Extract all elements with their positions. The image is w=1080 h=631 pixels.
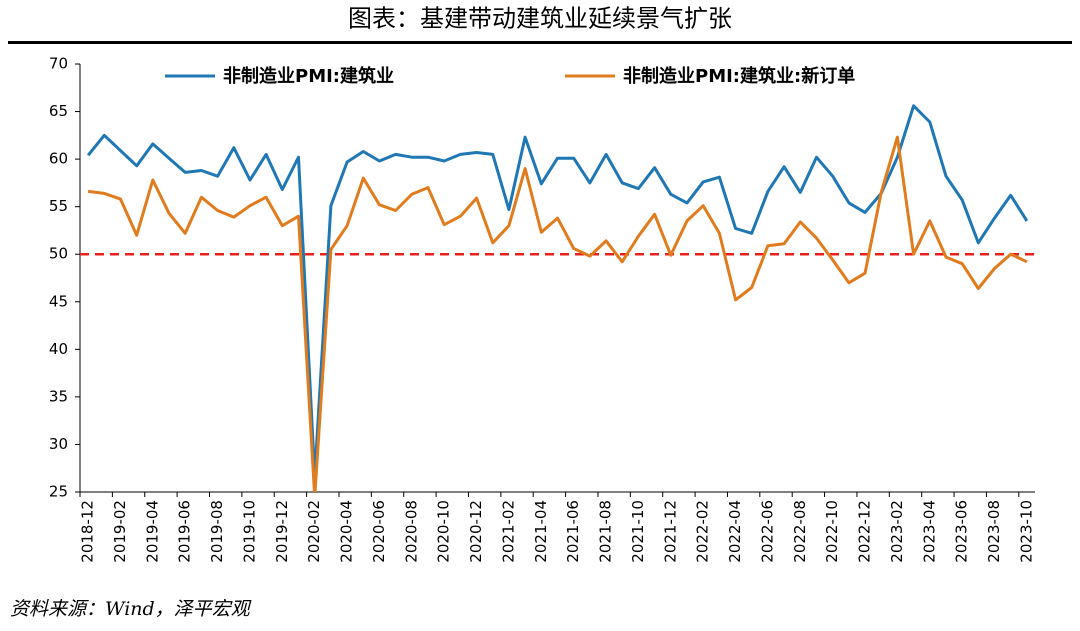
source: 资料来源：Wind，泽平宏观 (10, 598, 252, 620)
x-tick-label: 2022-06 (758, 500, 776, 563)
y-tick-label: 65 (49, 102, 68, 120)
x-tick-label: 2021-12 (661, 500, 679, 563)
x-tick-label: 2019-10 (240, 500, 258, 563)
x-tick-label: 2020-02 (305, 500, 323, 563)
chart-title: 图表：基建带动建筑业延续景气扩张 (348, 5, 732, 33)
x-tick-label: 2022-04 (726, 500, 744, 563)
y-tick-label: 25 (49, 483, 68, 501)
x-tick-label: 2020-10 (435, 500, 453, 563)
y-tick-label: 60 (49, 150, 68, 168)
x-tick-label: 2021-08 (597, 500, 615, 563)
x-tick-label: 2020-06 (370, 500, 388, 563)
title-rule (8, 41, 1072, 44)
x-tick-label: 2022-02 (694, 500, 712, 563)
y-tick-label: 45 (49, 292, 68, 310)
x-tick-label: 2023-06 (953, 500, 971, 563)
x-tick-label: 2021-02 (499, 500, 517, 563)
x-tick-label: 2019-02 (111, 500, 129, 563)
x-tick-label: 2021-06 (564, 500, 582, 563)
legend-label: 非制造业PMI:建筑业:新订单 (623, 65, 855, 87)
x-tick-label: 2020-12 (467, 500, 485, 563)
x-tick-label: 2022-12 (856, 500, 874, 563)
x-tick-label: 2019-04 (143, 500, 161, 563)
x-tick-label: 2019-06 (176, 500, 194, 563)
y-tick-label: 35 (49, 387, 68, 405)
x-tick-label: 2023-08 (985, 500, 1003, 563)
x-tick-label: 2022-10 (823, 500, 841, 563)
legend-label: 非制造业PMI:建筑业 (223, 65, 394, 87)
y-tick-label: 50 (49, 245, 68, 263)
x-tick-label: 2018-12 (79, 500, 97, 563)
x-tick-label: 2019-08 (208, 500, 226, 563)
x-tick-label: 2019-12 (273, 500, 291, 563)
y-tick-label: 30 (49, 435, 68, 453)
x-tick-label: 2020-08 (402, 500, 420, 563)
x-tick-label: 2020-04 (338, 500, 356, 563)
series-line (87, 135, 1028, 492)
y-tick-label: 55 (49, 197, 68, 215)
x-tick-label: 2023-02 (888, 500, 906, 563)
x-tick-label: 2023-04 (920, 500, 938, 563)
x-tick-label: 2022-08 (791, 500, 809, 563)
x-tick-label: 2021-10 (629, 500, 647, 563)
y-tick-label: 40 (49, 340, 68, 358)
x-tick-label: 2021-04 (532, 500, 550, 563)
series-line (86, 104, 1029, 479)
y-tick-label: 70 (49, 55, 68, 73)
x-tick-label: 2023-10 (1017, 500, 1035, 563)
